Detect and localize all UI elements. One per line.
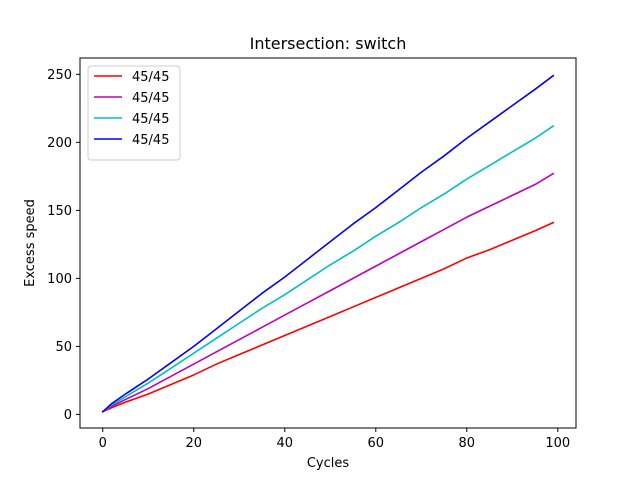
plot-frame	[79, 57, 577, 429]
y-axis-label: Excess speed	[23, 199, 38, 287]
x-tick-label: 60	[368, 436, 385, 451]
x-tick-label: 20	[185, 436, 202, 451]
y-axis: 0 50 100 150 200 250	[47, 68, 80, 423]
y-tick-label: 150	[47, 204, 72, 219]
chart-title: Intersection: switch	[250, 34, 407, 53]
legend-label-2: 45/45	[132, 91, 169, 106]
y-tick-label: 50	[55, 340, 72, 355]
legend-label-4: 45/45	[132, 133, 169, 148]
y-tick-label: 100	[47, 272, 72, 287]
x-axis: 0 20 40 60 80 100	[99, 428, 570, 451]
legend-label-3: 45/45	[132, 112, 169, 127]
y-tick-label: 0	[64, 408, 72, 423]
series-line-1	[101, 221, 555, 413]
series-line-2	[101, 172, 555, 413]
plot-series	[101, 74, 555, 413]
x-tick-label: 100	[545, 436, 570, 451]
y-tick-label: 200	[47, 136, 72, 151]
legend: 45/45 45/45 45/45 45/45	[87, 65, 181, 161]
series-line-3	[101, 124, 555, 413]
legend-box	[87, 65, 181, 161]
x-tick-label: 40	[276, 436, 293, 451]
series-line-4	[101, 74, 555, 413]
y-tick-label: 250	[47, 68, 72, 83]
x-axis-label: Cycles	[307, 456, 350, 471]
x-tick-label: 80	[459, 436, 476, 451]
legend-label-1: 45/45	[132, 70, 169, 85]
x-tick-label: 0	[99, 436, 107, 451]
